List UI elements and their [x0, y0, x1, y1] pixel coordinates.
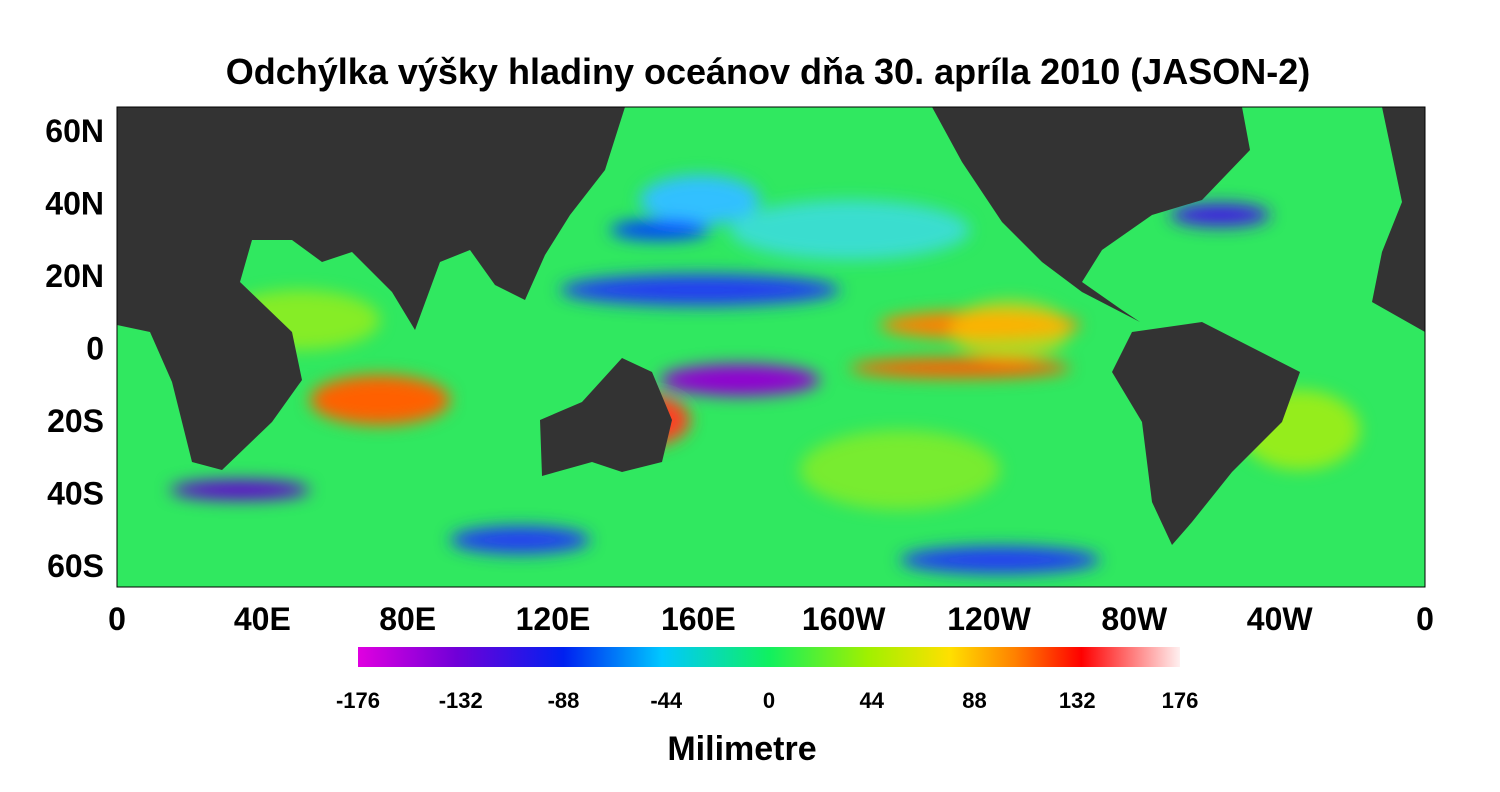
colorbar-tick-label: -176 [336, 688, 380, 713]
sea-level-map [117, 107, 1425, 587]
colorbar [358, 647, 1180, 667]
lon-label: 80W [1101, 601, 1168, 637]
lon-label: 80E [379, 601, 436, 637]
lon-label: 160E [661, 601, 736, 637]
title: Odchýlka výšky hladiny oceánov dňa 30. a… [226, 51, 1310, 92]
lon-label: 160W [802, 601, 886, 637]
map-frame [116, 106, 1426, 588]
lat-label: 60S [47, 548, 104, 584]
lat-label: 60N [45, 113, 104, 149]
colorbar-tick-label: 88 [962, 688, 986, 713]
lat-label: 40S [47, 476, 104, 512]
lon-label: 0 [1416, 601, 1434, 637]
lat-label: 40N [45, 186, 104, 222]
colorbar-tick-label: -88 [548, 688, 580, 713]
colorbar-tick-label: 44 [860, 688, 885, 713]
lon-label: 120W [947, 601, 1031, 637]
colorbar-tick-label: -132 [439, 688, 483, 713]
colorbar-label: Milimetre [667, 730, 816, 768]
lon-label: 40E [234, 601, 291, 637]
lat-label: 0 [86, 331, 104, 367]
lon-label: 120E [516, 601, 591, 637]
colorbar-tick-label: 132 [1059, 688, 1096, 713]
colorbar-tick-label: 0 [763, 688, 775, 713]
colorbar-tick-label: 176 [1162, 688, 1199, 713]
colorbar-tick-label: -44 [650, 688, 683, 713]
lon-label: 0 [108, 601, 126, 637]
lat-label: 20S [47, 403, 104, 439]
lon-label: 40W [1247, 601, 1314, 637]
lat-label: 20N [45, 258, 104, 294]
